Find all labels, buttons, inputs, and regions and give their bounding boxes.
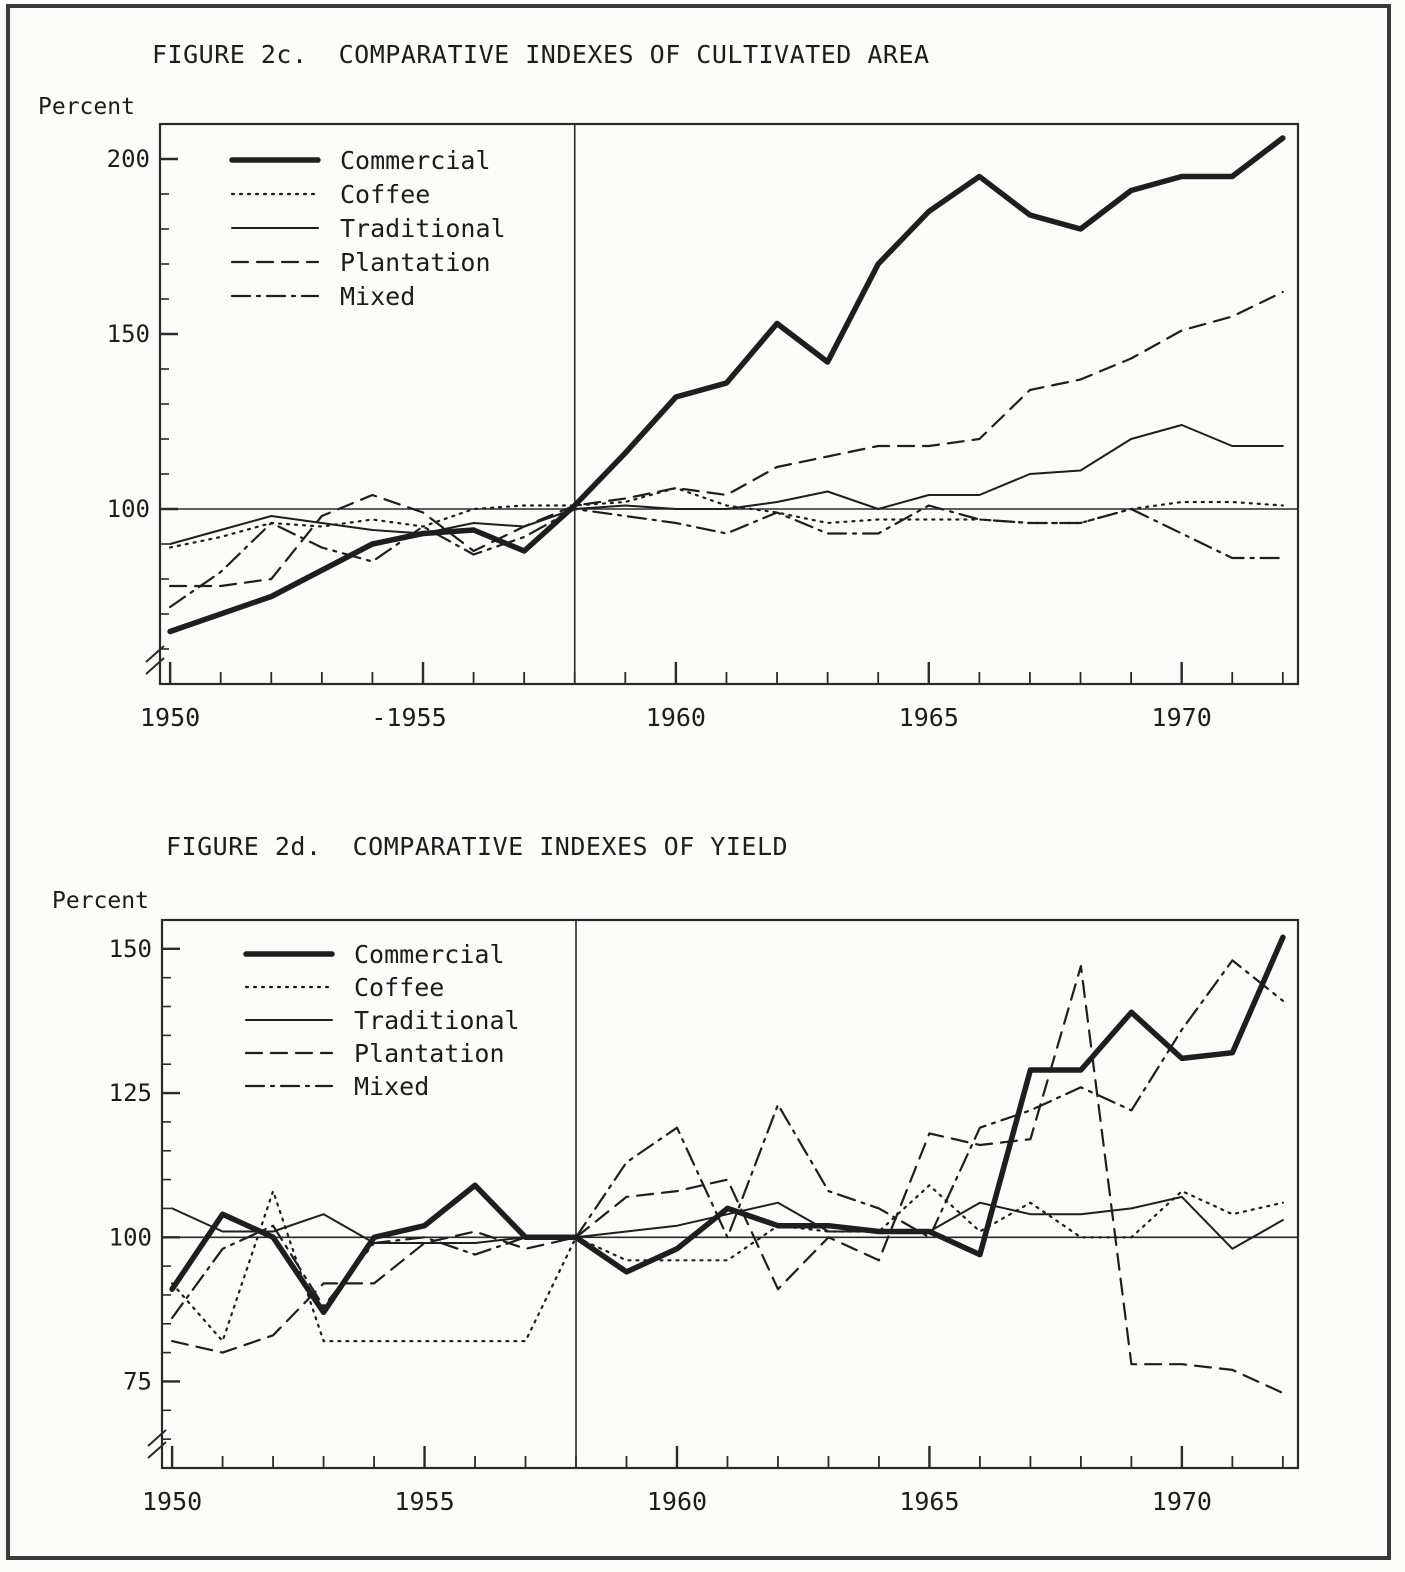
page-border xyxy=(6,4,1391,1560)
x-tick-label: 1970 xyxy=(1152,703,1212,732)
series-line-coffee xyxy=(169,486,1284,549)
series-line-traditional xyxy=(169,424,1284,545)
y-tick-label: 100 xyxy=(107,495,150,523)
x-tick-label: 1955 xyxy=(394,1487,454,1516)
axis-break-mark xyxy=(145,645,165,675)
figure-2c-ylabel: Percent xyxy=(38,94,135,120)
x-tick-label: 1965 xyxy=(899,703,959,732)
axis-break-mark xyxy=(147,1429,167,1459)
plot-frame xyxy=(158,122,1300,686)
x-tick-label: 1950 xyxy=(140,703,200,732)
figure-2d-title: FIGURE 2d. COMPARATIVE INDEXES OF YIELD xyxy=(166,832,789,861)
figure-2d-yield-chart: 150 125 100 75 1950 1955 1960 1965 1970 Commercia… xyxy=(109,918,1300,1516)
legend-label-traditional: Traditional xyxy=(354,1006,520,1035)
figure-2c-area-chart: 200 150 100 1950 -1955 1960 1965 1970 Commercial… xyxy=(107,122,1300,732)
legend-label-mixed: Mixed xyxy=(354,1072,429,1101)
x-tick-label: 1965 xyxy=(899,1487,959,1516)
y-tick-label: 125 xyxy=(109,1079,152,1107)
legend-label-plantation: Plantation xyxy=(340,248,491,277)
x-tick-label: 1960 xyxy=(647,1487,707,1516)
series-line-mixed xyxy=(171,959,1284,1320)
y-tick-label: 100 xyxy=(109,1223,152,1251)
y-tick-label: 75 xyxy=(123,1367,152,1395)
series-line-commercial xyxy=(169,934,1286,1316)
legend-label-commercial: Commercial xyxy=(340,146,491,175)
series-line-coffee xyxy=(171,1184,1284,1343)
series-line-plantation xyxy=(169,290,1284,588)
series-line-commercial xyxy=(167,135,1286,635)
legend-label-plantation: Plantation xyxy=(354,1039,505,1068)
series-line-plantation xyxy=(171,965,1284,1395)
legend-label-mixed: Mixed xyxy=(340,282,415,311)
legend-label-commercial: Commercial xyxy=(354,940,505,969)
x-tick-label: 1960 xyxy=(646,703,706,732)
y-tick-label: 200 xyxy=(107,145,150,173)
series-line-mixed xyxy=(169,504,1284,609)
y-tick-label: 150 xyxy=(107,320,150,348)
series-line-traditional xyxy=(171,1195,1284,1250)
figure-2c-title: FIGURE 2c. COMPARATIVE INDEXES OF CULTIV… xyxy=(152,40,930,69)
legend-label-coffee: Coffee xyxy=(340,180,430,209)
legend-label-traditional: Traditional xyxy=(340,214,506,243)
x-tick-label: -1955 xyxy=(371,703,446,732)
x-tick-label: 1950 xyxy=(142,1487,202,1516)
x-tick-label: 1970 xyxy=(1152,1487,1212,1516)
figure-2d-ylabel: Percent xyxy=(52,888,149,914)
plot-frame xyxy=(160,918,1300,1470)
y-tick-label: 150 xyxy=(109,935,152,963)
legend-label-coffee: Coffee xyxy=(354,973,444,1002)
